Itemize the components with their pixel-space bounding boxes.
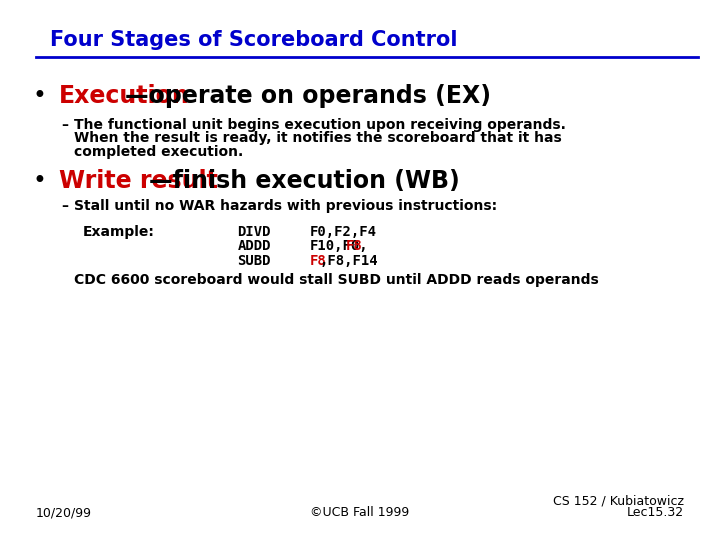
Text: F0,F2,F4: F0,F2,F4 [310, 225, 377, 239]
Text: –: – [61, 199, 68, 213]
Text: Example:: Example: [83, 225, 155, 239]
Text: ,F8,F14: ,F8,F14 [320, 254, 379, 268]
Text: Four Stages of Scoreboard Control: Four Stages of Scoreboard Control [50, 30, 458, 50]
Text: CDC 6600 scoreboard would stall SUBD until ADDD reads operands: CDC 6600 scoreboard would stall SUBD unt… [74, 273, 599, 287]
Text: —operate on operands (EX): —operate on operands (EX) [125, 84, 491, 107]
Text: Execution: Execution [59, 84, 190, 107]
Text: —finish execution (WB): —finish execution (WB) [149, 169, 460, 193]
Text: ADDD: ADDD [238, 239, 271, 253]
Text: Lec15.32: Lec15.32 [627, 507, 684, 519]
Text: DIVD: DIVD [238, 225, 271, 239]
Text: •: • [32, 84, 46, 107]
Text: –: – [61, 118, 68, 132]
Text: F8: F8 [310, 254, 326, 268]
Text: ©UCB Fall 1999: ©UCB Fall 1999 [310, 507, 410, 519]
Text: SUBD: SUBD [238, 254, 271, 268]
Text: •: • [32, 169, 46, 193]
Text: F10,F0,: F10,F0, [310, 239, 368, 253]
Text: Stall until no WAR hazards with previous instructions:: Stall until no WAR hazards with previous… [74, 199, 498, 213]
Text: CS 152 / Kubiatowicz: CS 152 / Kubiatowicz [553, 495, 684, 508]
Text: The functional unit begins execution upon receiving operands.: The functional unit begins execution upo… [74, 118, 566, 132]
Text: When the result is ready, it notifies the scoreboard that it has: When the result is ready, it notifies th… [74, 131, 562, 145]
Text: F8: F8 [346, 239, 363, 253]
Text: Write result: Write result [59, 169, 218, 193]
Text: completed execution.: completed execution. [74, 145, 243, 159]
Text: 10/20/99: 10/20/99 [36, 507, 92, 519]
